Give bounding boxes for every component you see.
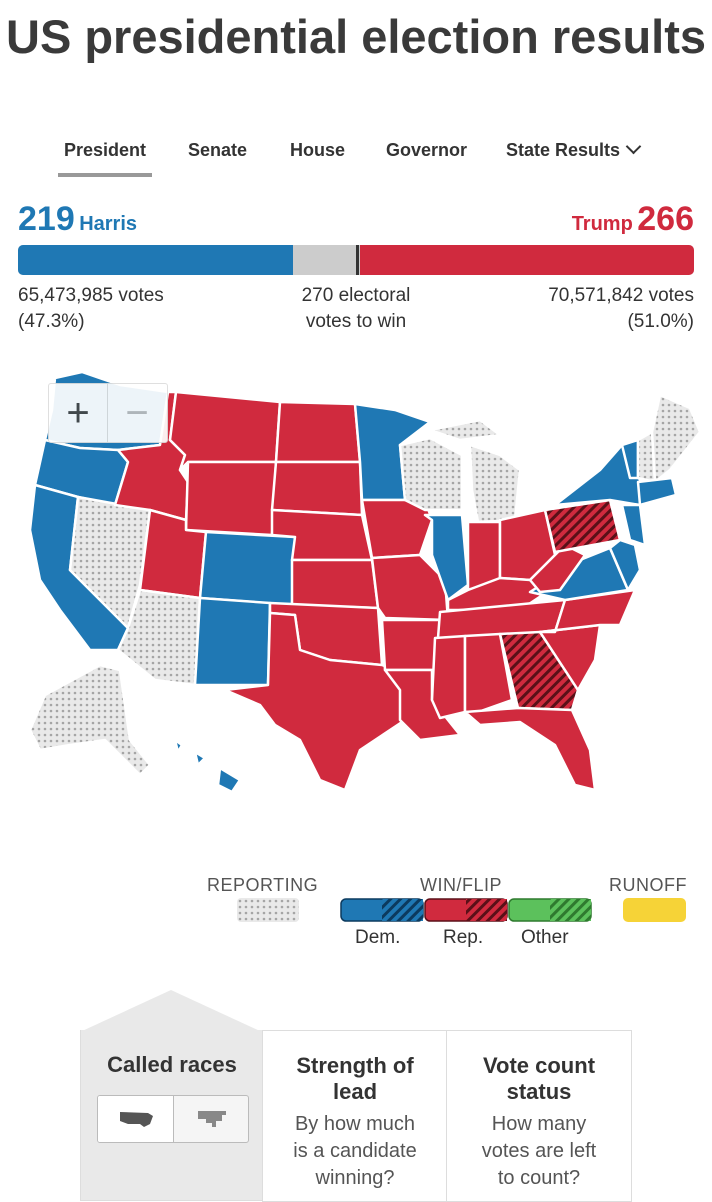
- legend-winflip-label: WIN/FLIP: [420, 875, 503, 895]
- threshold-label: 270 electoral votes to win: [256, 283, 456, 335]
- runoff-swatch: [623, 898, 686, 922]
- state-massachusetts-ri-ct: [636, 476, 678, 507]
- dem-flip-swatch: [382, 899, 423, 921]
- threshold-line-2: votes to win: [305, 311, 407, 332]
- state-west-virginia: [528, 543, 587, 594]
- called-races-title: Called races: [107, 1052, 237, 1077]
- strength-desc-line-2: is a candidate: [293, 1140, 417, 1162]
- strength-desc: By how much is a candidate winning?: [263, 1111, 447, 1192]
- tab-governor[interactable]: Governor: [386, 140, 468, 160]
- state-colorado: [198, 530, 297, 607]
- harris-popular-vote: 65,473,985 votes (47.3%): [18, 283, 164, 335]
- count-title: Vote count status: [447, 1053, 631, 1105]
- map-view-toggle: [97, 1095, 249, 1143]
- legend-reporting-label: REPORTING: [207, 875, 319, 895]
- rep-flip-swatch: [466, 899, 507, 921]
- count-desc: How many votes are left to count?: [447, 1111, 631, 1192]
- state-pennsylvania: [543, 498, 622, 554]
- legend-rep-label: Rep.: [443, 927, 484, 948]
- state-georgia: [498, 630, 580, 712]
- state-wisconsin: [398, 436, 464, 512]
- state-maine: [650, 393, 702, 484]
- state-arkansas: [380, 618, 442, 672]
- state-florida: [463, 706, 597, 792]
- reporting-swatch: [237, 898, 299, 922]
- tab-senate[interactable]: Senate: [188, 140, 248, 160]
- count-desc-line-1: How many: [491, 1113, 587, 1135]
- harris-votes: 65,473,985 votes: [18, 285, 164, 306]
- state-wyoming: [184, 460, 278, 537]
- strength-of-lead-panel[interactable]: Strength of lead By how much is a candid…: [262, 1030, 448, 1202]
- tab-state-results[interactable]: State Results: [506, 138, 642, 161]
- harris-name: Harris: [79, 213, 137, 235]
- dem-bar-segment: [18, 245, 294, 275]
- trump-electoral-votes: 266: [637, 200, 694, 238]
- electoral-vote-bar: [18, 245, 694, 275]
- strength-desc-line-1: By how much: [294, 1113, 416, 1135]
- zoom-controls: + −: [48, 383, 168, 443]
- vote-count-status-panel[interactable]: Vote count status How many votes are lef…: [446, 1030, 632, 1202]
- zoom-out-button[interactable]: −: [125, 391, 149, 435]
- trump-popular-vote: 70,571,842 votes (51.0%): [548, 283, 694, 335]
- threshold-line-1: 270 electoral: [301, 285, 411, 306]
- state-texas: [223, 611, 407, 792]
- harris-pct: (47.3%): [18, 311, 85, 332]
- geographic-map-button[interactable]: [98, 1096, 174, 1142]
- state-montana: [168, 390, 282, 472]
- state-alabama: [463, 632, 514, 714]
- state-north-carolina: [538, 588, 637, 634]
- count-desc-line-2: votes are left: [481, 1140, 597, 1162]
- cartogram-icon: [198, 1111, 226, 1127]
- us-map-icon: [120, 1112, 153, 1127]
- trump-votes: 70,571,842 votes: [548, 285, 694, 306]
- state-kansas: [290, 558, 380, 610]
- cartogram-button[interactable]: [173, 1096, 248, 1142]
- zoom-in-button[interactable]: +: [49, 384, 108, 442]
- win-threshold-marker: [355, 245, 359, 275]
- rep-bar-segment: [359, 245, 694, 275]
- harris-header: 219 Harris: [18, 200, 137, 239]
- harris-electoral-votes: 219: [18, 200, 75, 238]
- us-election-map[interactable]: [0, 355, 712, 805]
- strength-title: Strength of lead: [263, 1053, 447, 1105]
- state-results-label: State Results: [506, 140, 621, 160]
- trump-pct: (51.0%): [627, 311, 694, 332]
- strength-title-line-1: Strength of: [296, 1053, 414, 1078]
- legend-runoff-label: RUNOFF: [609, 875, 687, 895]
- state-new-york: [553, 443, 642, 507]
- race-tabs: President Senate House Governor State Re…: [0, 138, 712, 180]
- page-title: US presidential election results: [6, 10, 706, 63]
- called-races-tab-top: [80, 990, 262, 1032]
- state-south-dakota: [270, 460, 364, 517]
- state-mississippi: [430, 634, 467, 720]
- called-races-panel[interactable]: Called races: [80, 1030, 264, 1201]
- chevron-down-icon: [625, 138, 642, 155]
- trump-header: Trump 266: [572, 200, 694, 239]
- winflip-swatches: [340, 898, 592, 922]
- tab-president[interactable]: President: [57, 140, 153, 177]
- count-title-line-2: status: [506, 1079, 572, 1104]
- count-title-line-1: Vote count: [482, 1053, 596, 1078]
- state-alaska: [28, 663, 152, 777]
- tab-house[interactable]: House: [290, 140, 346, 160]
- strength-title-line-2: lead: [332, 1079, 378, 1104]
- state-hawaii: [173, 738, 242, 794]
- legend-other-label: Other: [521, 927, 569, 948]
- trump-name: Trump: [571, 213, 633, 235]
- state-maryland-nj-de: [608, 503, 647, 592]
- state-new-mexico: [193, 596, 272, 687]
- count-desc-line-3: to count?: [497, 1167, 581, 1189]
- legend-dem-label: Dem.: [355, 927, 401, 948]
- strength-desc-line-3: winning?: [315, 1167, 395, 1189]
- other-flip-swatch: [550, 899, 591, 921]
- state-north-dakota: [274, 400, 362, 464]
